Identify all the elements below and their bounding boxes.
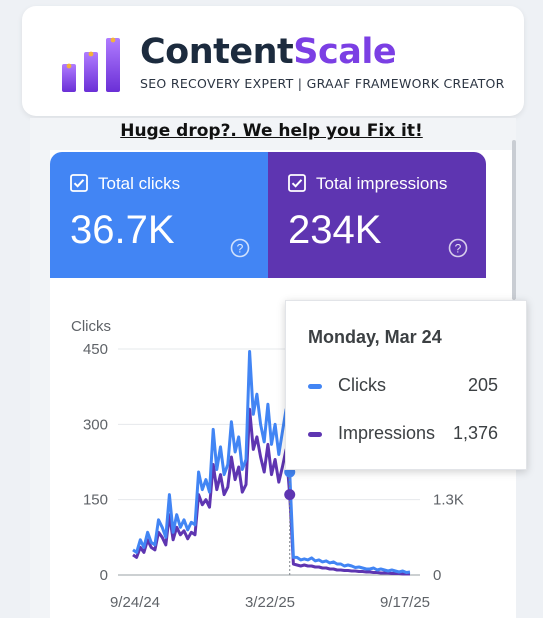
- series-line-impressions: [132, 407, 410, 576]
- help-icon[interactable]: ?: [230, 238, 250, 258]
- tooltip-row-clicks: Clicks 205: [308, 375, 498, 396]
- help-icon[interactable]: ?: [448, 238, 468, 258]
- tooltip-clicks-label: Clicks: [338, 375, 386, 395]
- x-tick-label: 3/22/25: [245, 594, 295, 611]
- bar-chart-icon: [62, 37, 120, 92]
- scrollbar[interactable]: [512, 140, 516, 300]
- total-clicks-label: Total clicks: [98, 174, 181, 193]
- series-line-clicks: [132, 350, 411, 574]
- tooltip-clicks-value: 205: [467, 375, 498, 395]
- total-clicks-value: 36.7K: [70, 208, 175, 252]
- headline[interactable]: Huge drop?. We help you Fix it!: [120, 121, 423, 141]
- y2-tick-label: 1.3K: [433, 492, 464, 509]
- x-tick-label: 9/17/25: [380, 594, 430, 611]
- tooltip-row-impressions: Impressions 1,376: [308, 423, 498, 444]
- total-impressions-label: Total impressions: [316, 174, 448, 193]
- tooltip-impressions-value: 1,376: [452, 423, 498, 443]
- y-tick-label: 300: [83, 416, 108, 433]
- svg-text:?: ?: [237, 242, 244, 256]
- y-tick-label: 0: [100, 567, 108, 584]
- logo-card: ContentScale SEO RECOVERY EXPERT | GRAAF…: [22, 6, 524, 116]
- impressions-swatch: [308, 431, 322, 437]
- tooltip-impressions-label: Impressions: [338, 423, 436, 443]
- total-clicks-tile[interactable]: Total clicks 36.7K ?: [50, 152, 268, 278]
- hover-point-impressions: [284, 489, 296, 501]
- brand-name-part2: Scale: [293, 32, 397, 72]
- checkbox-checked-icon[interactable]: [70, 174, 88, 192]
- brand-name: ContentScale: [140, 32, 397, 72]
- clicks-swatch: [308, 383, 322, 389]
- total-impressions-tile[interactable]: Total impressions 234K ?: [268, 152, 486, 278]
- y-tick-label: 450: [83, 341, 108, 358]
- brand-tagline: SEO RECOVERY EXPERT | GRAAF FRAMEWORK CR…: [140, 76, 505, 91]
- y-axis-label: Clicks: [71, 318, 111, 335]
- y2-tick-label: 0: [433, 567, 441, 584]
- svg-text:?: ?: [455, 242, 462, 256]
- tooltip-date: Monday, Mar 24: [308, 327, 442, 347]
- y-tick-label: 150: [83, 492, 108, 509]
- total-impressions-value: 234K: [288, 208, 382, 252]
- x-tick-label: 9/24/24: [110, 594, 160, 611]
- checkbox-checked-icon[interactable]: [288, 174, 306, 192]
- brand-name-part1: Content: [140, 32, 294, 72]
- chart-tooltip: Monday, Mar 24 Clicks 205 Impressions 1,…: [285, 300, 527, 470]
